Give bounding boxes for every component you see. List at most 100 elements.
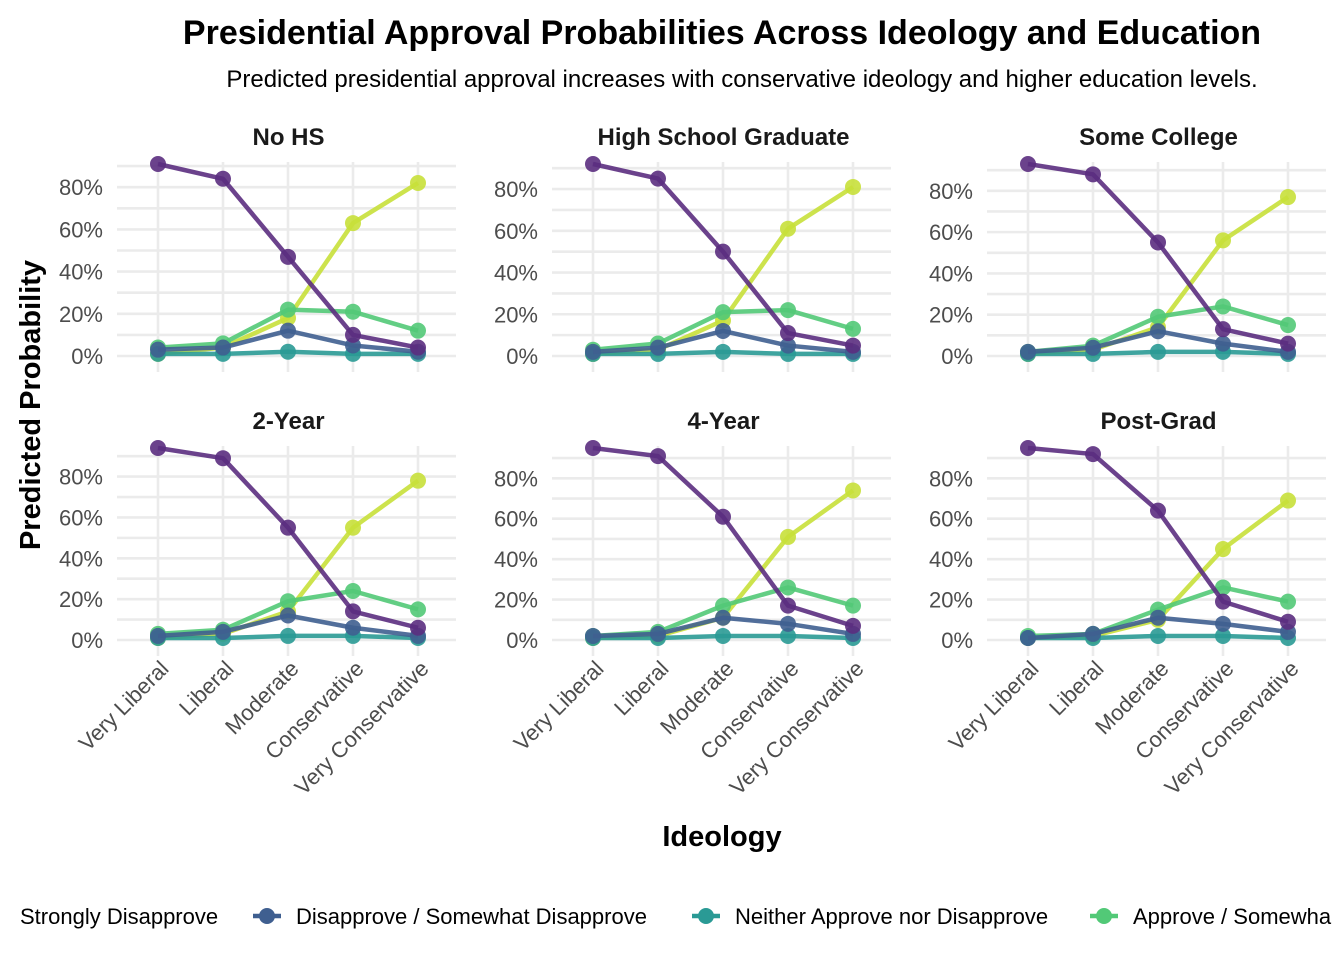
data-point xyxy=(780,598,796,614)
data-point xyxy=(845,321,861,337)
data-point xyxy=(715,323,731,339)
data-point xyxy=(280,302,296,318)
data-point xyxy=(780,221,796,237)
x-tick-label: Very Liberal xyxy=(509,656,609,756)
data-point xyxy=(1215,336,1231,352)
data-point xyxy=(1150,610,1166,626)
data-point xyxy=(585,440,601,456)
data-point xyxy=(345,520,361,536)
data-point xyxy=(215,340,231,356)
y-tick-label: 20% xyxy=(59,302,103,327)
data-point xyxy=(280,520,296,536)
legend-key-point xyxy=(698,908,714,924)
y-tick-label: 0% xyxy=(506,344,538,369)
data-point xyxy=(845,598,861,614)
y-tick-label: 20% xyxy=(929,303,973,328)
panel-2: High School Graduate 0% 20% 40% 60% 80% xyxy=(494,124,891,372)
data-point xyxy=(845,338,861,354)
data-point xyxy=(280,607,296,623)
y-tick-label: 60% xyxy=(929,220,973,245)
data-point xyxy=(780,616,796,632)
data-point xyxy=(215,450,231,466)
data-point xyxy=(215,624,231,640)
data-point xyxy=(345,583,361,599)
data-point xyxy=(1020,344,1036,360)
y-tick-label: 20% xyxy=(929,588,973,613)
data-point xyxy=(150,440,166,456)
data-point xyxy=(715,244,731,260)
data-point xyxy=(410,323,426,339)
y-tick-label: 20% xyxy=(494,588,538,613)
data-point xyxy=(780,579,796,595)
y-tick-label: 80% xyxy=(929,179,973,204)
data-point xyxy=(845,179,861,195)
data-point xyxy=(650,340,666,356)
y-tick-label: 0% xyxy=(71,628,103,653)
y-tick-label: 40% xyxy=(929,547,973,572)
data-point xyxy=(280,593,296,609)
y-tick-label: 80% xyxy=(59,465,103,490)
data-point xyxy=(1020,630,1036,646)
data-point xyxy=(345,620,361,636)
x-tick-label: Very Liberal xyxy=(944,656,1044,756)
data-point xyxy=(1280,493,1296,509)
data-point xyxy=(845,482,861,498)
y-tick-label: 80% xyxy=(59,175,103,200)
y-tick-label: 40% xyxy=(929,261,973,286)
x-tick-label: Very Liberal xyxy=(74,656,174,756)
data-point xyxy=(1150,503,1166,519)
data-point xyxy=(1215,616,1231,632)
data-point xyxy=(410,340,426,356)
data-point xyxy=(1280,336,1296,352)
x-tick-label: Liberal xyxy=(1044,656,1108,720)
panel-4: 2-Year0%20%40%60%80%Very Liberal LiberalM… xyxy=(59,408,456,800)
data-point xyxy=(715,509,731,525)
panel-5: 4-Year0%20%40%60%80%Very Liberal LiberalM… xyxy=(494,408,891,800)
y-tick-label: 60% xyxy=(929,507,973,532)
data-point xyxy=(280,344,296,360)
y-tick-label: 0% xyxy=(941,628,973,653)
data-point xyxy=(650,448,666,464)
y-tick-label: 60% xyxy=(59,505,103,530)
data-point xyxy=(410,601,426,617)
data-point xyxy=(715,610,731,626)
data-point xyxy=(1085,166,1101,182)
data-point xyxy=(1085,446,1101,462)
x-axis-title: Ideology xyxy=(662,821,781,853)
y-tick-label: 20% xyxy=(59,587,103,612)
data-point xyxy=(345,215,361,231)
data-point xyxy=(1085,340,1101,356)
data-point xyxy=(345,327,361,343)
legend-key-point xyxy=(1096,908,1112,924)
data-point xyxy=(1215,232,1231,248)
data-point xyxy=(1150,234,1166,250)
data-point xyxy=(585,156,601,172)
panel-1: No HS 0% 20% 40% 60% 80% xyxy=(59,124,456,372)
panel-label: Post-Grad xyxy=(1100,408,1216,435)
data-point xyxy=(1215,594,1231,610)
y-tick-label: 40% xyxy=(494,547,538,572)
y-tick-label: 80% xyxy=(929,466,973,491)
y-tick-label: 0% xyxy=(941,344,973,369)
data-point xyxy=(585,344,601,360)
y-tick-label: 40% xyxy=(59,260,103,285)
panel-label: High School Graduate xyxy=(597,124,849,151)
data-point xyxy=(1215,298,1231,314)
legend-label: Neither Approve nor Disapprove xyxy=(735,904,1048,929)
legend-label: Disapprove / Somewhat Disapprove xyxy=(296,904,647,929)
y-tick-label: 0% xyxy=(506,628,538,653)
panel-label: 2-Year xyxy=(252,408,324,435)
data-point xyxy=(410,620,426,636)
x-tick-label: Liberal xyxy=(609,656,673,720)
data-point xyxy=(280,628,296,644)
y-tick-label: 40% xyxy=(494,261,538,286)
data-point xyxy=(410,473,426,489)
data-point xyxy=(650,171,666,187)
data-point xyxy=(1020,156,1036,172)
data-point xyxy=(410,175,426,191)
data-point xyxy=(1020,440,1036,456)
data-point xyxy=(1280,189,1296,205)
data-point xyxy=(1150,628,1166,644)
y-tick-label: 80% xyxy=(494,177,538,202)
